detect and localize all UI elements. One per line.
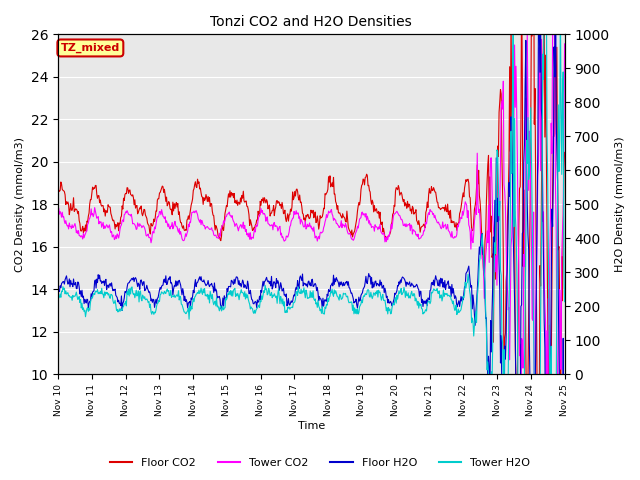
X-axis label: Time: Time (298, 421, 325, 432)
Floor CO2 (63, 201, 71, 207)
Floor H2O (115, 300, 123, 306)
Tower CO2 (387, 221, 395, 227)
Tower H2O (115, 306, 123, 312)
Tower H2O (561, 299, 568, 304)
Floor CO2 (54, 192, 62, 198)
Line: Tower CO2: Tower CO2 (58, 0, 564, 480)
Y-axis label: H2O Density (mmol/m3): H2O Density (mmol/m3) (615, 136, 625, 272)
Text: TZ_mixed: TZ_mixed (61, 43, 120, 53)
Tower H2O (372, 291, 380, 297)
Tower H2O (63, 290, 71, 296)
Floor CO2 (561, 149, 568, 155)
Floor CO2 (372, 206, 380, 212)
Floor H2O (194, 280, 202, 286)
Floor CO2 (194, 176, 202, 182)
Tower CO2 (372, 224, 380, 229)
Tower CO2 (54, 212, 62, 218)
Floor H2O (167, 280, 175, 286)
Tower CO2 (194, 212, 202, 217)
Floor H2O (63, 277, 71, 283)
Y-axis label: CO2 Density (mmol/m3): CO2 Density (mmol/m3) (15, 137, 25, 272)
Legend: Floor CO2, Tower CO2, Floor H2O, Tower H2O: Floor CO2, Tower CO2, Floor H2O, Tower H… (105, 453, 535, 472)
Floor H2O (387, 300, 395, 306)
Line: Floor H2O: Floor H2O (58, 0, 564, 480)
Tower CO2 (167, 223, 175, 229)
Floor CO2 (387, 222, 395, 228)
Tower H2O (194, 289, 202, 295)
Tower H2O (54, 297, 62, 303)
Floor CO2 (167, 207, 175, 213)
Floor H2O (54, 291, 62, 297)
Line: Floor CO2: Floor CO2 (58, 0, 564, 480)
Tower H2O (387, 311, 395, 316)
Tower CO2 (115, 232, 123, 238)
Floor H2O (561, 411, 568, 417)
Title: Tonzi CO2 and H2O Densities: Tonzi CO2 and H2O Densities (211, 15, 412, 29)
Floor H2O (372, 283, 380, 288)
Tower CO2 (561, 41, 568, 47)
Tower CO2 (63, 223, 71, 229)
Tower H2O (167, 288, 175, 293)
Floor CO2 (115, 220, 123, 226)
Line: Tower H2O: Tower H2O (58, 0, 564, 480)
